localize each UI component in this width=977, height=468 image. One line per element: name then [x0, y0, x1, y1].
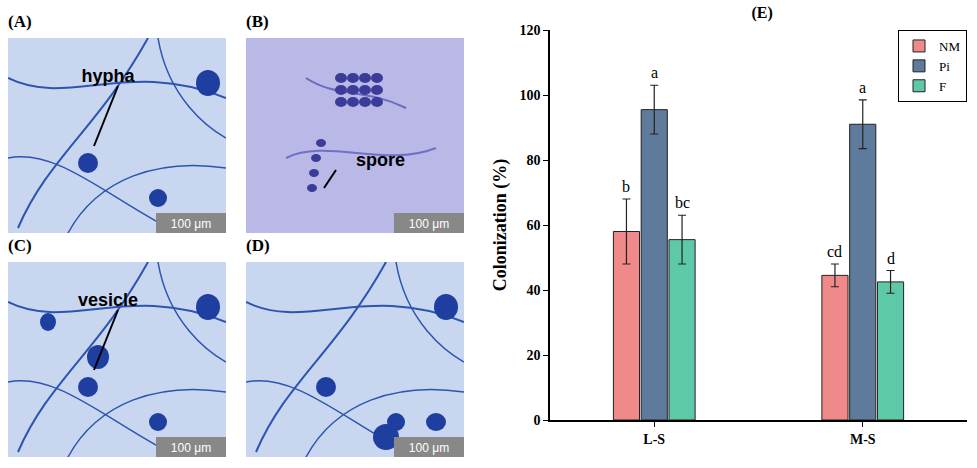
svg-text:hypha: hypha — [81, 66, 135, 86]
svg-text:(E): (E) — [751, 4, 772, 22]
html-text:(B): (B) — [246, 12, 269, 31]
svg-text:100 μm: 100 μm — [409, 441, 449, 455]
svg-text:100 μm: 100 μm — [171, 217, 211, 231]
svg-text:100 μm: 100 μm — [171, 441, 211, 455]
svg-text:Colonization (%): Colonization (%) — [490, 159, 511, 292]
svg-text:100 μm: 100 μm — [409, 217, 449, 231]
svg-text:a: a — [859, 79, 866, 96]
svg-text:spore: spore — [356, 150, 405, 170]
html-text:(A): (A) — [8, 12, 32, 31]
svg-text:bc: bc — [675, 194, 690, 211]
svg-text:40: 40 — [526, 283, 540, 298]
svg-text:Pi: Pi — [939, 59, 950, 74]
svg-text:60: 60 — [526, 218, 540, 233]
svg-text:NM: NM — [939, 39, 960, 54]
svg-text:80: 80 — [526, 153, 540, 168]
svg-text:0: 0 — [533, 413, 540, 428]
svg-text:cd: cd — [827, 243, 842, 260]
html-text:(C): (C) — [8, 236, 32, 255]
svg-text:vesicle: vesicle — [78, 290, 138, 310]
svg-text:F: F — [939, 79, 946, 94]
svg-text:M-S: M-S — [850, 432, 876, 447]
svg-text:a: a — [651, 64, 658, 81]
svg-text:d: d — [887, 250, 895, 267]
svg-text:20: 20 — [526, 348, 540, 363]
svg-text:120: 120 — [519, 23, 540, 38]
html-text:(D): (D) — [246, 236, 270, 255]
svg-text:L-S: L-S — [643, 432, 665, 447]
svg-text:b: b — [622, 178, 630, 195]
svg-text:100: 100 — [519, 88, 540, 103]
